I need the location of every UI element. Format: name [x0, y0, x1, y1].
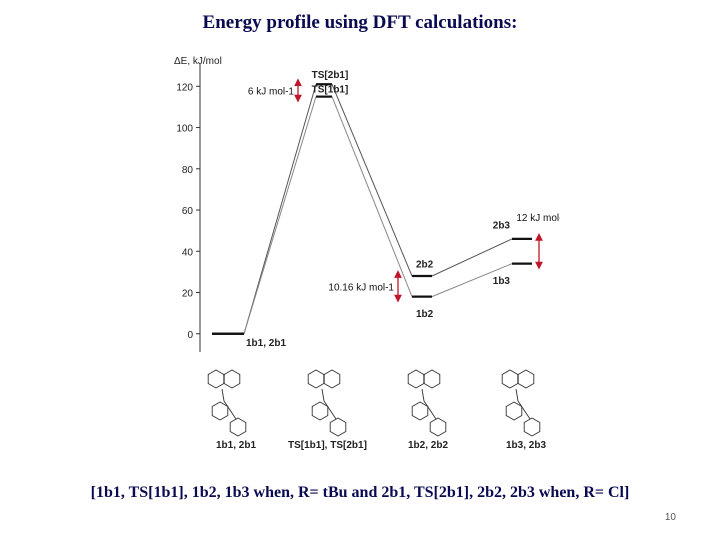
ring	[207, 369, 225, 389]
ring	[211, 401, 229, 421]
level-label: TS[2b1]	[312, 70, 349, 81]
bond	[323, 400, 337, 420]
ring	[323, 369, 341, 389]
ring	[407, 369, 425, 389]
level-label: 1b1, 2b1	[246, 338, 286, 349]
y-tick-label: 100	[176, 124, 193, 135]
structure-label: 1b3, 2b3	[506, 440, 547, 451]
molecule-structure	[501, 369, 541, 437]
ring	[501, 369, 519, 389]
energy-gap-label: 12 kJ mol-1	[516, 213, 560, 224]
series-segment	[331, 84, 413, 277]
level-label: TS[1b1]	[312, 84, 349, 95]
level-label: 1b3	[493, 276, 511, 287]
level-label: 1b2	[416, 309, 434, 320]
level-label: 2b2	[416, 260, 434, 271]
bond	[423, 400, 437, 420]
molecule-structure	[407, 369, 447, 437]
ring	[505, 401, 523, 421]
ring	[307, 369, 325, 389]
energy-profile-chart: ΔE, kJ/mol 0 20 40 60 80 100 120 1b1, 2b1 TS[2b1…	[174, 56, 560, 437]
structure-label: 1b1, 2b1	[216, 440, 257, 451]
ring	[517, 369, 535, 389]
series-segment	[243, 84, 317, 334]
bond	[223, 400, 237, 420]
y-tick-label: 80	[182, 165, 194, 176]
series-segment	[431, 263, 513, 298]
bond	[321, 388, 325, 402]
series-segment	[331, 96, 413, 297]
y-tick-label: 0	[187, 330, 193, 341]
y-tick-label: 20	[182, 289, 194, 300]
ring	[411, 401, 429, 421]
ring	[229, 417, 247, 437]
caption: [1b1, TS[1b1], 1b2, 1b3 when, R= tBu and…	[90, 484, 630, 501]
bond	[515, 388, 519, 402]
ring	[311, 401, 329, 421]
molecule-structure	[207, 369, 247, 437]
bond	[517, 400, 531, 420]
page-number: 10	[664, 512, 676, 523]
structure-label: TS[1b1], TS[2b1]	[288, 440, 367, 451]
y-tick-label: 120	[176, 82, 193, 93]
ring	[523, 417, 541, 437]
bond	[421, 388, 425, 402]
energy-gap-label: 10.16 kJ mol-1	[328, 282, 394, 293]
molecule-structure	[307, 369, 347, 437]
y-tick-label: 40	[182, 247, 194, 258]
ring	[423, 369, 441, 389]
ring	[223, 369, 241, 389]
ring	[429, 417, 447, 437]
slide-title: Energy profile using DFT calculations:	[202, 12, 518, 33]
series-segment	[431, 238, 513, 277]
energy-profile-panel: ΔE, kJ/mol 0 20 40 60 80 100 120 1b1, 2b1 TS[2b1…	[166, 46, 560, 456]
bond	[221, 388, 225, 402]
level-label: 2b3	[493, 220, 511, 231]
y-axis-label: ΔE, kJ/mol	[174, 56, 222, 67]
y-tick-label: 60	[182, 206, 194, 217]
series-segment	[243, 96, 317, 334]
energy-gap-label: 6 kJ mol-1	[248, 86, 295, 97]
ring	[329, 417, 347, 437]
structure-label: 1b2, 2b2	[408, 440, 449, 451]
